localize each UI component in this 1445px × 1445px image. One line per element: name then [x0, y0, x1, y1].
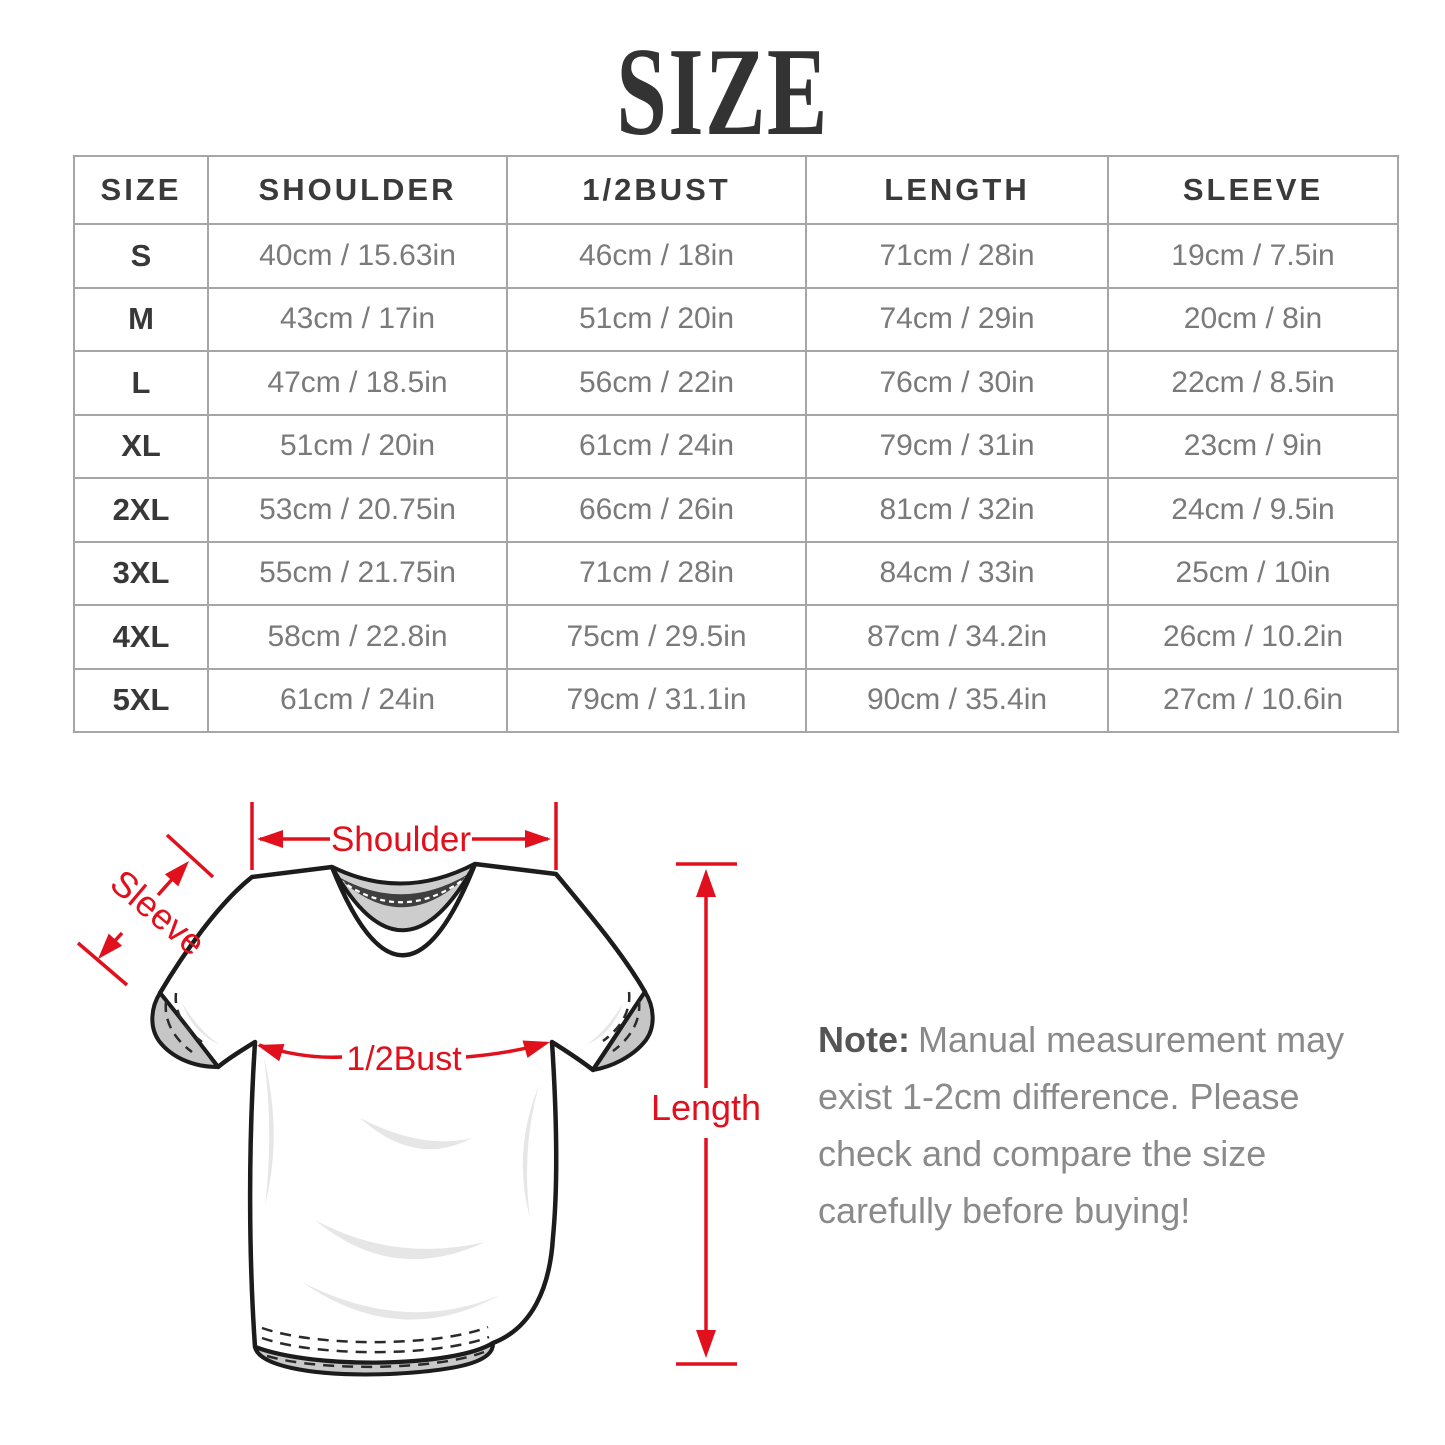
- length-cell: 87cm / 34.2in: [805, 604, 1109, 670]
- bust-annotation: 1/2Bust: [257, 1040, 550, 1078]
- sleeve-cell: 23cm / 9in: [1107, 413, 1399, 479]
- table-row-xl: XL 51cm / 20in 61cm / 24in 79cm / 31in 2…: [73, 413, 1399, 479]
- table-header-length: LENGTH: [805, 155, 1109, 225]
- table-header-sleeve: SLEEVE: [1107, 155, 1399, 225]
- shoulder-cell: 53cm / 20.75in: [207, 477, 508, 543]
- sleeve-cell: 19cm / 7.5in: [1107, 223, 1399, 289]
- table-row-3xl: 3XL 55cm / 21.75in 71cm / 28in 84cm / 33…: [73, 540, 1399, 606]
- table-row-s: S 40cm / 15.63in 46cm / 18in 71cm / 28in…: [73, 223, 1399, 289]
- sleeve-cell: 20cm / 8in: [1107, 286, 1399, 352]
- table-row-l: L 47cm / 18.5in 56cm / 22in 76cm / 30in …: [73, 350, 1399, 416]
- sleeve-cell: 26cm / 10.2in: [1107, 604, 1399, 670]
- table-header-bust: 1/2BUST: [506, 155, 807, 225]
- size-cell: S: [73, 223, 209, 289]
- shoulder-cell: 58cm / 22.8in: [207, 604, 508, 670]
- arrow-head: [696, 1330, 716, 1358]
- length-cell: 74cm / 29in: [805, 286, 1109, 352]
- shoulder-cell: 47cm / 18.5in: [207, 350, 508, 416]
- length-annotation: Length: [651, 862, 761, 1366]
- arrow-head: [522, 1040, 550, 1058]
- measurement-note: Note: Manual measurement may exist 1-2cm …: [818, 1011, 1366, 1239]
- sleeve-label: Sleeve: [103, 861, 214, 963]
- size-cell: 4XL: [73, 604, 209, 670]
- size-cell: 5XL: [73, 667, 209, 733]
- bust-cell: 46cm / 18in: [506, 223, 807, 289]
- arrow-head: [257, 1043, 285, 1062]
- size-table: SIZE SHOULDER 1/2BUST LENGTH SLEEVE S 40…: [73, 155, 1399, 733]
- fabric-shadows: [182, 1003, 623, 1320]
- table-row-4xl: 4XL 58cm / 22.8in 75cm / 29.5in 87cm / 3…: [73, 604, 1399, 670]
- right-sleeve-cuff: [591, 990, 655, 1072]
- sleeve-cell: 27cm / 10.6in: [1107, 667, 1399, 733]
- shoulder-cell: 55cm / 21.75in: [207, 540, 508, 606]
- sleeve-cell: 24cm / 9.5in: [1107, 477, 1399, 543]
- arrow-head: [257, 830, 283, 848]
- hem: [253, 1325, 495, 1377]
- table-row-2xl: 2XL 53cm / 20.75in 66cm / 26in 81cm / 32…: [73, 477, 1399, 543]
- size-cell: L: [73, 350, 209, 416]
- table-row-5xl: 5XL 61cm / 24in 79cm / 31.1in 90cm / 35.…: [73, 667, 1399, 733]
- bust-cell: 51cm / 20in: [506, 286, 807, 352]
- bust-cell: 79cm / 31.1in: [506, 667, 807, 733]
- shoulder-cell: 51cm / 20in: [207, 413, 508, 479]
- arrow-head: [164, 861, 189, 887]
- note-text: Manual measurement may exist 1-2cm diffe…: [818, 1019, 1345, 1231]
- bust-cell: 61cm / 24in: [506, 413, 807, 479]
- table-header-shoulder: SHOULDER: [207, 155, 508, 225]
- size-cell: XL: [73, 413, 209, 479]
- table-row-m: M 43cm / 17in 51cm / 20in 74cm / 29in 20…: [73, 286, 1399, 352]
- shoulder-cell: 61cm / 24in: [207, 667, 508, 733]
- arrow-head: [525, 830, 551, 848]
- arrow-head: [98, 933, 123, 959]
- length-label: Length: [651, 1087, 761, 1128]
- tshirt-measurement-diagram: Shoulder Sleeve 1/2Bust Length: [76, 802, 761, 1377]
- sleeve-cell: 22cm / 8.5in: [1107, 350, 1399, 416]
- length-cell: 84cm / 33in: [805, 540, 1109, 606]
- length-cell: 81cm / 32in: [805, 477, 1109, 543]
- bust-cell: 71cm / 28in: [506, 540, 807, 606]
- bust-label: 1/2Bust: [346, 1040, 462, 1078]
- size-cell: 2XL: [73, 477, 209, 543]
- tshirt-body: [157, 861, 648, 1365]
- size-cell: 3XL: [73, 540, 209, 606]
- shoulder-label: Shoulder: [331, 820, 471, 859]
- page-title-row: SIZE: [0, 30, 1445, 156]
- table-header-size: SIZE: [73, 155, 209, 225]
- shoulder-annotation: Shoulder: [250, 802, 558, 870]
- size-cell: M: [73, 286, 209, 352]
- page-title: SIZE: [616, 23, 829, 162]
- bust-cell: 56cm / 22in: [506, 350, 807, 416]
- shoulder-cell: 43cm / 17in: [207, 286, 508, 352]
- shoulder-cell: 40cm / 15.63in: [207, 223, 508, 289]
- left-sleeve-cuff: [150, 991, 220, 1069]
- length-cell: 79cm / 31in: [805, 413, 1109, 479]
- length-cell: 90cm / 35.4in: [805, 667, 1109, 733]
- collar: [329, 862, 478, 958]
- length-cell: 71cm / 28in: [805, 223, 1109, 289]
- bust-cell: 75cm / 29.5in: [506, 604, 807, 670]
- sleeve-cell: 25cm / 10in: [1107, 540, 1399, 606]
- length-cell: 76cm / 30in: [805, 350, 1109, 416]
- table-header-row: SIZE SHOULDER 1/2BUST LENGTH SLEEVE: [73, 155, 1399, 225]
- bust-cell: 66cm / 26in: [506, 477, 807, 543]
- note-label: Note:: [818, 1019, 910, 1060]
